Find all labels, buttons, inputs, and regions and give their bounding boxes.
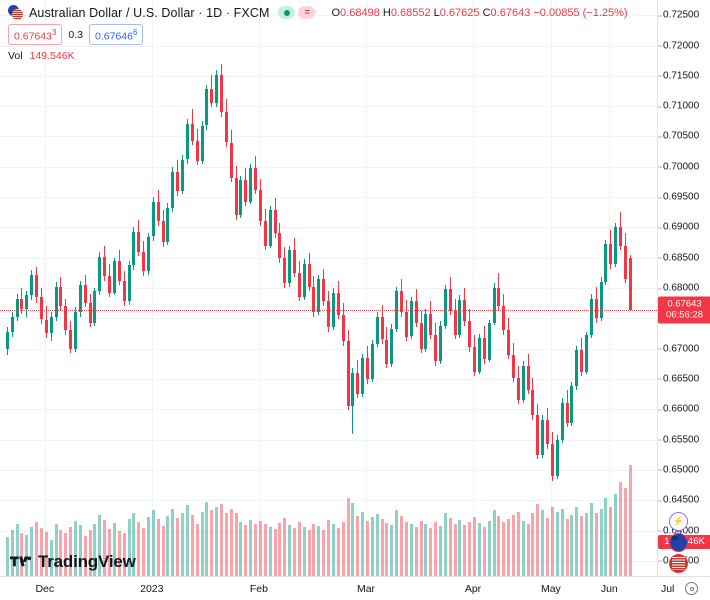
watermark-text: TradingView — [38, 552, 136, 571]
price-tick: 0.70000 — [658, 161, 710, 172]
tradingview-watermark: TradingView — [10, 552, 136, 572]
tradingview-logo — [10, 556, 32, 567]
current-price-line — [0, 309, 657, 311]
price-tick: 0.65000 — [658, 464, 710, 475]
time-tick: Dec — [35, 583, 55, 595]
chart-grid — [0, 0, 657, 576]
price-tick: 0.69500 — [658, 192, 710, 203]
price-tick: 0.72000 — [658, 40, 710, 51]
time-tick: Jul — [660, 583, 675, 595]
current-price-badge[interactable]: 0.67643 06:56:28 — [658, 296, 710, 324]
candlestick-series — [5, 63, 632, 576]
price-tick: 0.67000 — [658, 343, 710, 354]
price-tick: 0.70500 — [658, 131, 710, 142]
chart-plot-area[interactable] — [0, 0, 657, 576]
price-axis[interactable]: 0.72500 0.72000 0.71500 0.71000 0.70500 0.700… — [657, 0, 710, 576]
time-tick: May — [540, 583, 561, 595]
gear-icon[interactable] — [685, 582, 698, 595]
time-axis[interactable]: Dec 2023 Feb Mar Apr May Jun Jul — [0, 576, 710, 600]
price-tick: 0.71000 — [658, 101, 710, 112]
lightning-icon[interactable]: ⚡ — [669, 512, 688, 531]
price-tick: 0.66000 — [658, 404, 710, 415]
price-tick: 0.69000 — [658, 222, 710, 233]
au-flag-icon[interactable] — [669, 533, 688, 552]
price-tick: 0.66500 — [658, 373, 710, 384]
price-tick: 0.68500 — [658, 252, 710, 263]
time-tick: 2023 — [140, 583, 164, 595]
time-tick: Apr — [464, 583, 482, 595]
price-badge-value: 0.67643 — [667, 298, 702, 310]
us-flag-icon[interactable] — [669, 554, 688, 573]
price-badge-countdown: 06:56:28 — [666, 309, 703, 321]
floating-buttons: ⚡ — [669, 512, 688, 573]
price-tick: 0.64500 — [658, 495, 710, 506]
time-tick: Feb — [249, 583, 268, 595]
time-tick: Jun — [600, 583, 618, 595]
price-tick: 0.65500 — [658, 434, 710, 445]
price-tick: 0.72500 — [658, 10, 710, 21]
price-tick: 0.68000 — [658, 283, 710, 294]
time-tick: Mar — [356, 583, 376, 595]
price-tick: 0.71500 — [658, 70, 710, 81]
